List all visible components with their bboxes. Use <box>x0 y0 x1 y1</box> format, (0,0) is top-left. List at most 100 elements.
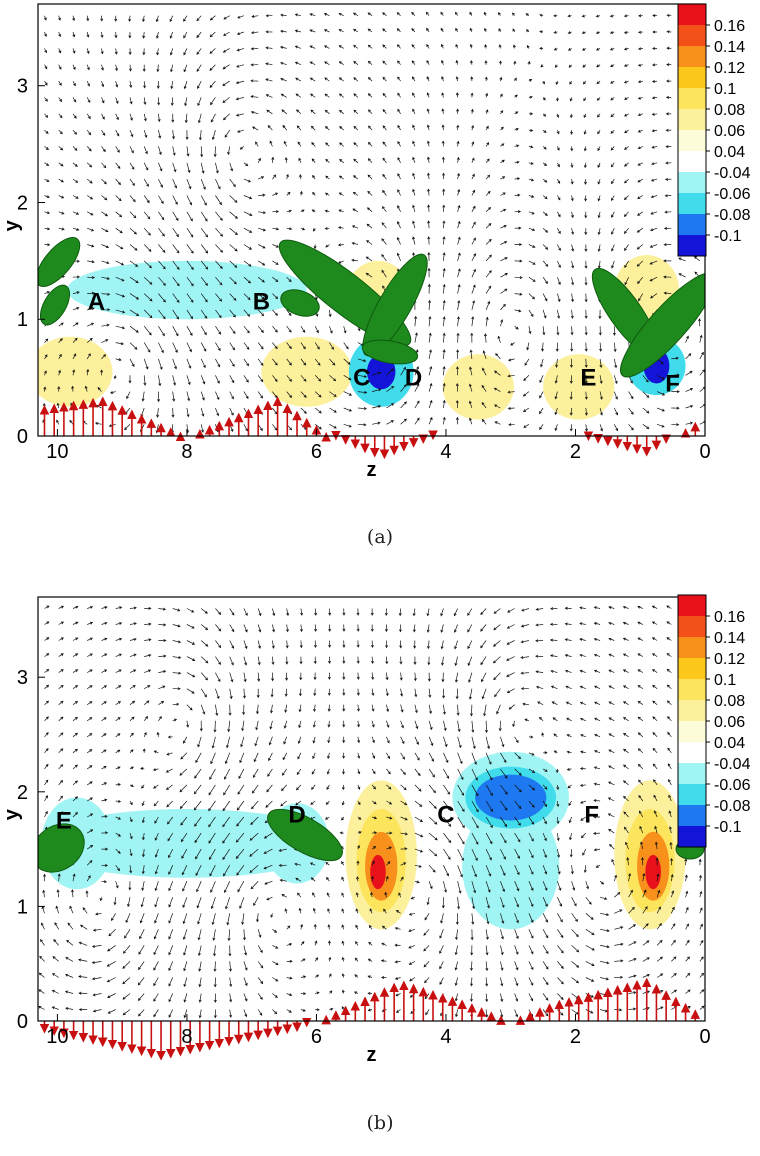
velocity-vector <box>485 254 492 262</box>
velocity-vector <box>371 720 375 728</box>
velocity-vector <box>400 784 407 791</box>
velocity-vector <box>353 175 359 180</box>
velocity-vector <box>215 704 219 717</box>
velocity-vector <box>128 375 132 384</box>
velocity-vector <box>87 291 96 295</box>
velocity-vector <box>471 865 477 878</box>
velocity-vector <box>400 401 407 409</box>
x-tick-label: 6 <box>311 441 322 463</box>
velocity-vector <box>367 174 373 180</box>
velocity-vector <box>129 325 139 333</box>
velocity-vector <box>485 752 492 765</box>
velocity-vector <box>609 31 615 34</box>
velocity-vector <box>167 735 173 739</box>
velocity-vector <box>485 190 491 196</box>
velocity-vector <box>144 638 152 642</box>
velocity-vector <box>107 1009 116 1014</box>
velocity-vector <box>338 175 344 180</box>
colorbar-band <box>678 805 706 826</box>
velocity-vector <box>367 60 373 65</box>
velocity-vector <box>600 977 609 981</box>
velocity-vector <box>208 848 216 861</box>
velocity-vector <box>585 1009 594 1014</box>
velocity-vector <box>414 768 421 777</box>
velocity-vector <box>500 224 507 229</box>
velocity-vector <box>44 779 49 786</box>
velocity-vector <box>637 637 643 641</box>
velocity-vector <box>482 350 487 360</box>
velocity-vector <box>585 945 595 951</box>
velocity-vector <box>571 929 579 938</box>
velocity-vector <box>243 945 248 956</box>
velocity-vector <box>286 209 292 213</box>
velocity-vector <box>200 178 206 190</box>
velocity-vector <box>426 108 430 114</box>
velocity-vector <box>86 860 93 866</box>
velocity-vector <box>500 945 504 956</box>
velocity-vector <box>584 375 588 385</box>
velocity-vector <box>371 768 376 775</box>
x-tick-label: 0 <box>699 1026 710 1048</box>
velocity-vector <box>284 156 288 163</box>
velocity-vector <box>186 211 193 222</box>
velocity-vector <box>666 621 672 625</box>
velocity-vector <box>86 129 92 136</box>
velocity-vector <box>101 113 105 120</box>
velocity-vector <box>484 43 488 49</box>
velocity-vector <box>243 656 248 666</box>
velocity-vector <box>584 260 588 269</box>
velocity-vector <box>196 48 202 55</box>
velocity-vector <box>442 236 446 245</box>
velocity-vector <box>557 195 561 201</box>
velocity-vector <box>279 878 287 882</box>
velocity-vector <box>329 391 337 397</box>
velocity-vector <box>564 606 572 610</box>
velocity-vector <box>500 752 507 763</box>
velocity-vector <box>78 1008 88 1012</box>
colorbar-band <box>678 46 706 67</box>
velocity-vector <box>357 423 367 427</box>
velocity-vector <box>309 862 316 866</box>
velocity-vector <box>428 365 433 376</box>
velocity-vector <box>294 61 302 66</box>
velocity-vector <box>382 12 387 16</box>
velocity-vector <box>243 293 251 301</box>
velocity-vector <box>142 748 146 753</box>
velocity-vector <box>296 768 302 775</box>
velocity-vector <box>383 908 387 914</box>
velocity-vector <box>172 687 181 691</box>
velocity-vector <box>101 798 108 802</box>
velocity-vector <box>571 260 575 269</box>
velocity-vector <box>235 80 244 85</box>
velocity-vector <box>650 211 658 215</box>
velocity-vector <box>470 76 474 82</box>
velocity-vector <box>579 638 586 641</box>
velocity-vector <box>258 176 265 180</box>
velocity-vector <box>328 309 332 318</box>
velocity-vector <box>613 375 618 384</box>
velocity-vector <box>614 959 624 963</box>
velocity-vector <box>115 358 122 362</box>
velocity-vector <box>428 768 435 778</box>
velocity-vector <box>396 236 401 245</box>
velocity-vector <box>286 309 292 316</box>
colorbar-label: 0.16 <box>714 18 745 35</box>
velocity-vector <box>440 640 444 650</box>
velocity-vector <box>367 1008 373 1012</box>
velocity-vector <box>351 241 358 245</box>
velocity-vector <box>167 832 173 842</box>
velocity-vector <box>229 672 234 683</box>
velocity-vector <box>265 30 273 34</box>
velocity-vector <box>265 14 273 18</box>
velocity-vector <box>395 1009 401 1013</box>
velocity-vector <box>186 309 194 320</box>
velocity-vector <box>101 339 109 343</box>
velocity-vector <box>357 736 361 744</box>
velocity-vector <box>542 784 548 790</box>
velocity-vector <box>129 358 135 367</box>
velocity-vector <box>38 972 45 978</box>
velocity-vector <box>357 784 361 790</box>
velocity-vector <box>638 794 644 802</box>
velocity-vector <box>642 873 646 882</box>
